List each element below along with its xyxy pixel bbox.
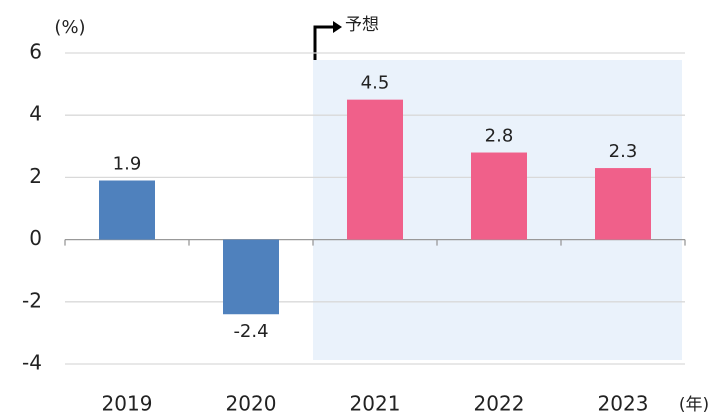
y-tick-label: -2 <box>22 288 42 312</box>
bar <box>347 99 403 240</box>
x-tick-label: 2019 <box>102 392 153 416</box>
bar <box>595 168 651 240</box>
x-tick-label: 2020 <box>226 392 277 416</box>
bar <box>471 152 527 240</box>
forecast-arrowhead <box>333 21 342 33</box>
annotation: 予想 <box>345 15 379 35</box>
value-label: -2.4 <box>233 321 268 342</box>
y-tick-label: 4 <box>29 102 42 126</box>
y-tick-label: -4 <box>22 351 42 375</box>
value-label: 2.8 <box>485 126 514 147</box>
x-tick-label: 2021 <box>350 392 401 416</box>
forecast-arrow <box>313 25 333 60</box>
bar <box>223 239 279 315</box>
value-label: 2.3 <box>609 141 638 162</box>
bar <box>99 180 155 240</box>
x-tick-label: 2023 <box>598 392 649 416</box>
x-tick-label: 2022 <box>474 392 525 416</box>
value-label: 1.9 <box>113 154 142 175</box>
y-tick-label: 6 <box>29 40 42 64</box>
x-axis-label: (年) <box>679 395 709 415</box>
y-axis-label: (%) <box>54 17 85 38</box>
y-tick-label: 0 <box>29 226 42 250</box>
value-label: 4.5 <box>361 73 390 94</box>
y-tick-label: 2 <box>29 164 42 188</box>
